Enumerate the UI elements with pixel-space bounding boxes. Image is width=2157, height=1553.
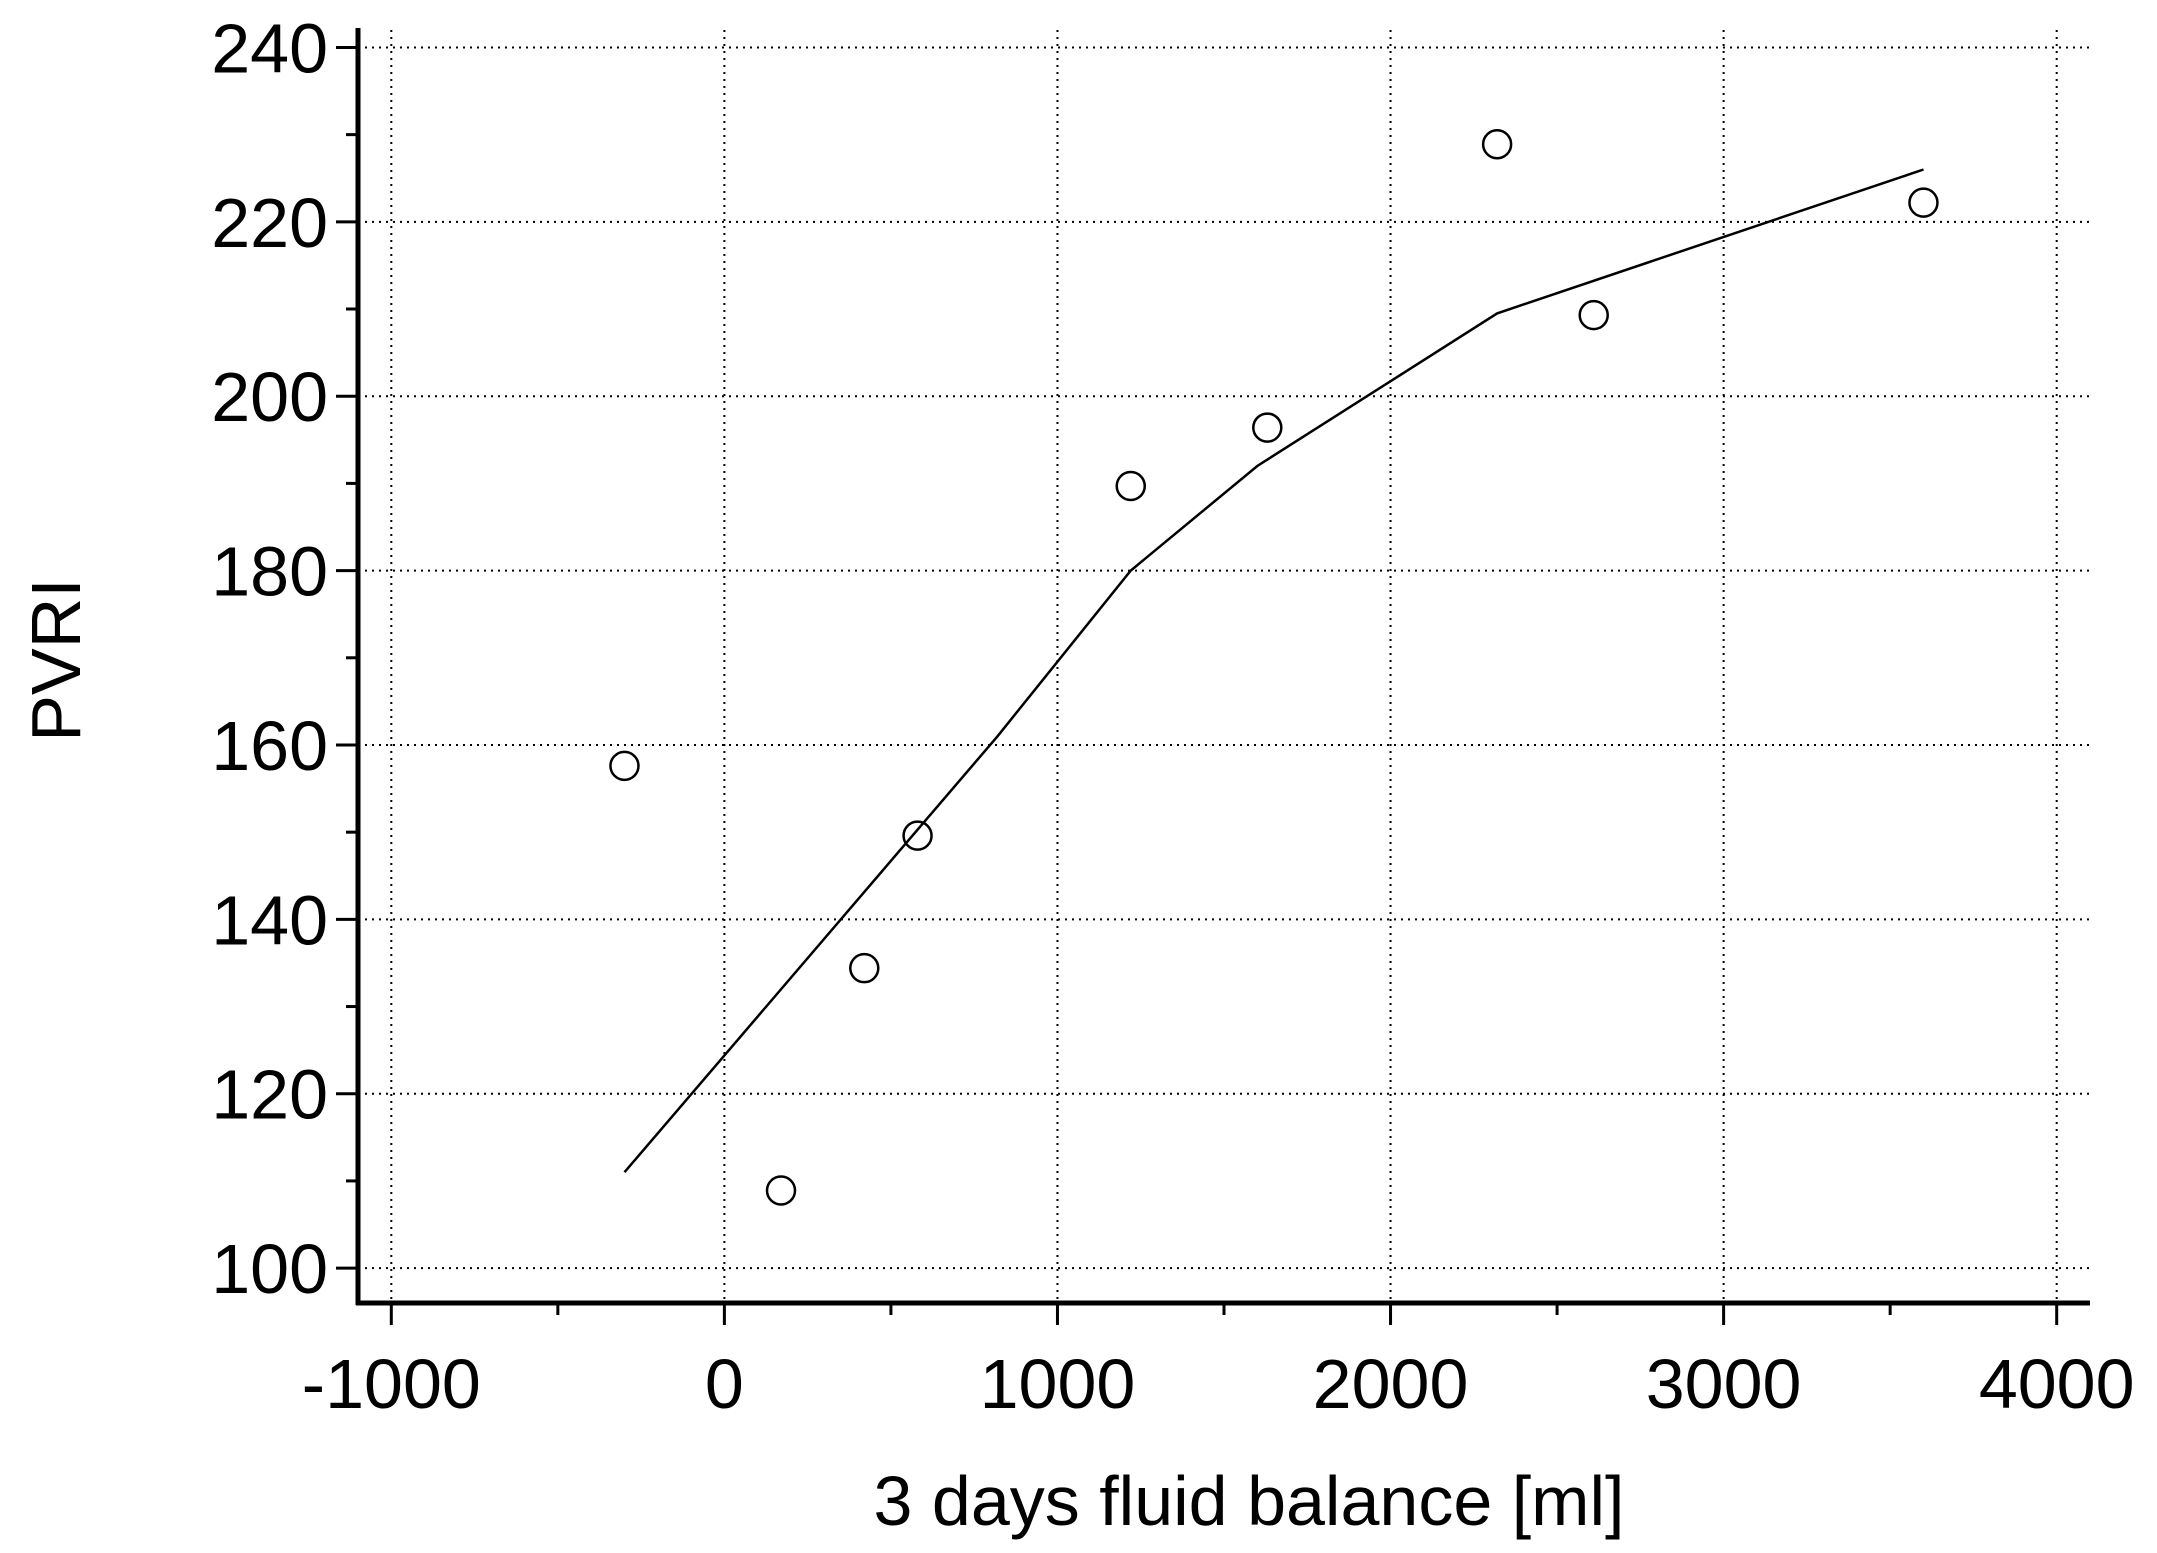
y-tick-label: 140 (211, 881, 328, 959)
y-tick-label: 200 (211, 358, 328, 436)
data-point (1578, 299, 1609, 331)
x-tick-label: 2000 (1313, 1345, 1469, 1423)
x-tick-label: 4000 (1979, 1345, 2135, 1423)
data-point (1115, 470, 1146, 502)
y-tick-label: 120 (211, 1056, 328, 1134)
x-tick-labels: -1000 0 1000 2000 3000 4000 (302, 1345, 2135, 1423)
data-point (902, 820, 933, 851)
grid (358, 30, 2090, 1303)
y-tick-labels: 100 120 140 160 180 200 220 240 (211, 9, 328, 1308)
data-point (1481, 128, 1513, 160)
data-point (1908, 187, 1939, 218)
axes (355, 28, 2090, 1306)
x-tick-label: 3000 (1646, 1345, 1802, 1423)
data-point (765, 1175, 797, 1206)
fit-line (623, 168, 1924, 1174)
y-tick-label: 160 (211, 707, 328, 785)
y-tick-label: 220 (211, 184, 328, 262)
y-axis-title: PVRI (17, 578, 95, 741)
x-axis-title: 3 days fluid balance [ml] (874, 1462, 1625, 1540)
data-point (849, 952, 880, 984)
data-point (1252, 412, 1283, 443)
ticks (336, 45, 2059, 1325)
y-tick-label: 100 (211, 1230, 328, 1308)
x-tick-label: -1000 (302, 1345, 481, 1423)
y-tick-label: 240 (211, 9, 328, 87)
plot-series (609, 128, 1939, 1206)
x-tick-label: 0 (705, 1345, 744, 1423)
data-point (609, 750, 640, 782)
x-tick-label: 1000 (980, 1345, 1136, 1423)
y-tick-label: 180 (211, 533, 328, 611)
